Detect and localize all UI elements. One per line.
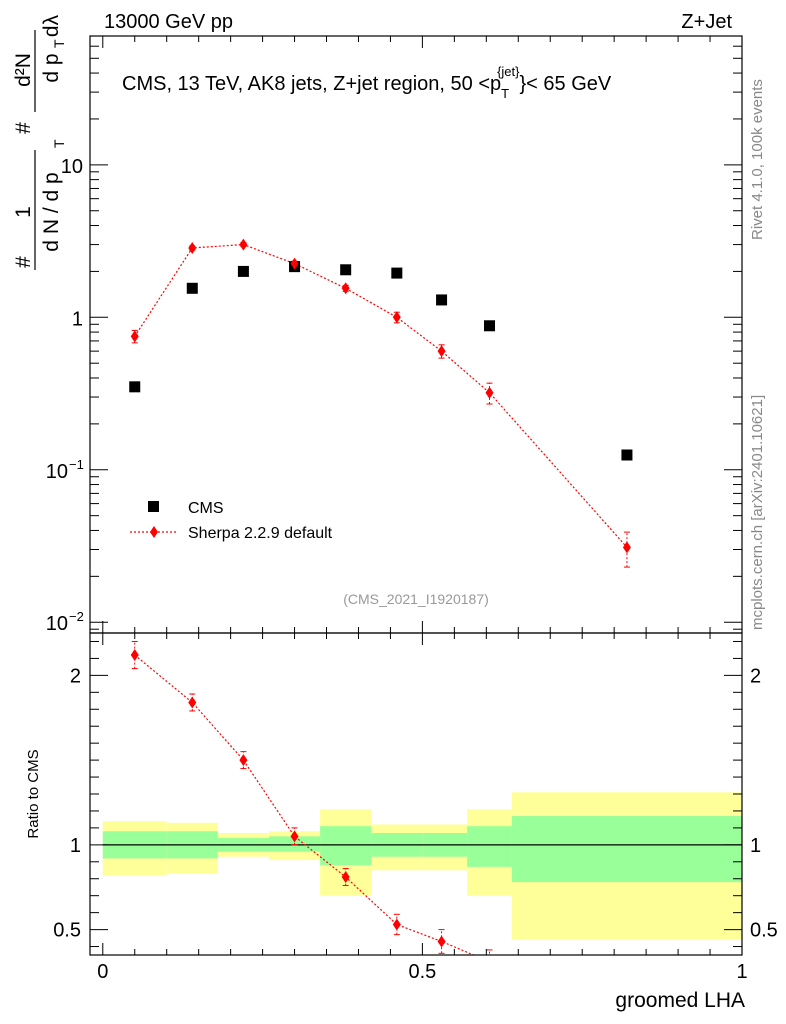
- y-label-denom-2-sub: T: [51, 39, 67, 48]
- cms-point-2: [237, 265, 249, 277]
- main-error-bars: [131, 242, 630, 568]
- mcplots-label: mcplots.cern.ch [arXiv:2401.10621]: [749, 395, 766, 630]
- main-ytick-label-2: 10: [46, 461, 68, 483]
- ratio-ytick-label-left-0: 0.5: [53, 920, 81, 942]
- title-suffix: }< 65 GeV: [520, 73, 612, 95]
- y-label-hash-2: #: [12, 122, 35, 134]
- y-label-denom-2: d p: [40, 53, 63, 82]
- main-ytick-label-0: 10: [61, 156, 83, 178]
- ratio-xtick-label-0: 0: [97, 961, 108, 983]
- ratio-series-lines: [134, 654, 476, 955]
- ratio-xtick-label-2: 1: [736, 961, 747, 983]
- header-energy-label: 13000 GeV pp: [104, 11, 233, 33]
- ratio-band-inner-8: [511, 816, 742, 883]
- y-label-num-2: d²N: [12, 53, 35, 87]
- ratio-point-0: [130, 649, 139, 662]
- ratio-point-6: [437, 935, 446, 948]
- ratio-y-ticks: 0.5 0.5 1 1 2 2: [53, 640, 778, 948]
- x-axis-label: groomed LHA: [615, 989, 745, 1012]
- cms-point-1: [186, 282, 198, 294]
- y-label-one: 1: [12, 206, 35, 218]
- title-sub: T: [501, 86, 509, 101]
- ratio-point-7: [486, 956, 494, 968]
- main-x-ticks: [102, 36, 743, 633]
- ratio-point-1: [188, 696, 197, 709]
- y-label-dlambda: dλ: [40, 14, 63, 37]
- ratio-ytick-label-left-1: 1: [70, 835, 81, 857]
- analysis-reference: (CMS_2021_I1920187): [343, 591, 489, 607]
- sherpa-point-6: [437, 345, 446, 358]
- main-y-axis-label: # 1 d N / d p T # d²N d p T dλ: [12, 14, 67, 270]
- main-ytick-label-3: 10: [46, 613, 68, 635]
- ratio-ytick-label-right-0: 0.5: [750, 920, 778, 942]
- cms-point-0: [129, 381, 141, 393]
- ratio-line-0: [134, 654, 476, 955]
- ratio-ytick-label-left-2: 2: [70, 665, 81, 687]
- y-label-num: #: [12, 256, 35, 268]
- ratio-markers: [130, 649, 494, 968]
- sherpa-point-1: [188, 241, 197, 254]
- ratio-point-3: [290, 830, 299, 843]
- legend-sherpa-label: Sherpa 2.2.9 default: [188, 525, 333, 542]
- cms-point-5: [391, 267, 403, 279]
- main-markers: [129, 238, 633, 554]
- main-plot-title: CMS, 13 TeV, AK8 jets, Z+jet region, 50 …: [122, 64, 612, 101]
- legend-cms-marker: [148, 501, 159, 512]
- ratio-bands: [102, 792, 742, 940]
- ratio-band-inner-7: [467, 826, 512, 867]
- main-ytick-exp-2: −1: [69, 457, 84, 472]
- sherpa-point-5: [392, 311, 401, 324]
- cms-point-6: [436, 294, 448, 306]
- legend: CMS Sherpa 2.2.9 default: [130, 500, 333, 542]
- title-prefix: CMS, 13 TeV, AK8 jets, Z+jet region, 50 …: [122, 73, 501, 95]
- y-label-denom-1: d N / d p: [40, 172, 63, 251]
- main-ytick-label-1: 1: [72, 308, 83, 330]
- legend-sherpa-marker: [150, 526, 158, 538]
- ratio-xtick-label-1: 0.5: [408, 961, 436, 983]
- ratio-point-2: [239, 754, 248, 767]
- ratio-plot: 0 0.5 1 0.5 0.51 12 2 Ratio to CMS groomed LH…: [25, 632, 778, 1012]
- cms-point-8: [621, 449, 633, 461]
- header-process-label: Z+Jet: [681, 11, 732, 33]
- y-label-denom-1-sub: T: [51, 139, 67, 148]
- main-plot-frame: [89, 35, 743, 634]
- legend-cms-label: CMS: [188, 500, 224, 517]
- ratio-point-5: [392, 918, 401, 931]
- rivet-version-label: Rivet 4.1.0, 100k events: [749, 79, 766, 240]
- ratio-ytick-label-right-1: 1: [750, 835, 761, 857]
- sherpa-point-3: [290, 257, 299, 270]
- cms-point-4: [340, 264, 352, 276]
- ratio-error-bars: [131, 640, 493, 955]
- sherpa-point-2: [239, 238, 248, 251]
- title-sup: {jet}: [497, 64, 520, 79]
- sherpa-point-4: [341, 282, 350, 295]
- main-ytick-exp-3: −2: [69, 609, 84, 624]
- sherpa-point-0: [130, 330, 139, 343]
- ratio-x-ticks: 0 0.5 1: [97, 633, 748, 983]
- cms-point-7: [484, 320, 496, 332]
- ratio-point-4: [341, 871, 350, 884]
- ratio-ytick-label-right-2: 2: [750, 665, 761, 687]
- ratio-band-inner-4: [320, 826, 372, 866]
- sherpa-point-8: [622, 541, 631, 554]
- sherpa-point-7: [485, 386, 494, 399]
- ratio-y-axis-label: Ratio to CMS: [25, 749, 42, 838]
